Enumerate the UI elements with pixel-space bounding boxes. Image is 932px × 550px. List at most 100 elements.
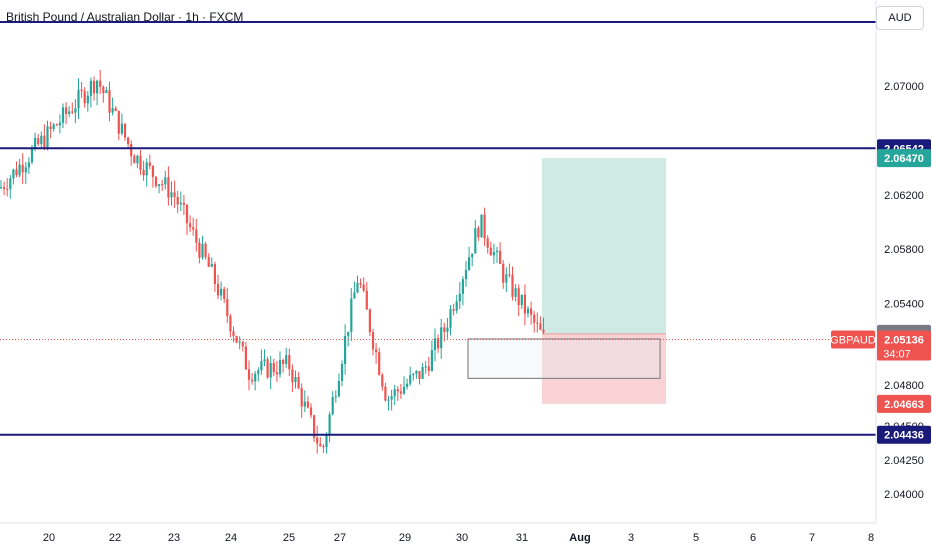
candle-body xyxy=(61,107,65,123)
time-tick-label: 5 xyxy=(693,532,699,544)
candle-body xyxy=(309,407,313,416)
candle-body xyxy=(331,397,334,415)
candle-body xyxy=(241,341,244,347)
candle-body xyxy=(37,138,40,145)
candle-body xyxy=(514,288,517,297)
candle-body xyxy=(492,252,495,256)
candle-body xyxy=(232,331,235,337)
candle-body xyxy=(83,91,86,104)
price-tags: 2.065422.064702.051772.046632.044362.051… xyxy=(830,139,931,444)
candle-body xyxy=(185,204,189,224)
candle-body xyxy=(6,188,9,190)
candle-body xyxy=(244,346,247,370)
lower-line-tag: 2.04436 xyxy=(884,430,924,442)
candle-body xyxy=(319,443,322,447)
currency-button[interactable]: AUD xyxy=(876,6,924,30)
time-tick-label: 25 xyxy=(283,532,295,544)
candle-body xyxy=(27,162,30,168)
candle-body xyxy=(530,308,533,315)
candle-body xyxy=(300,388,303,407)
candle-body xyxy=(145,162,148,176)
candle-body xyxy=(328,414,331,436)
time-tick-label: 29 xyxy=(399,532,411,544)
candle-body xyxy=(204,243,207,258)
price-axis-panel xyxy=(876,0,932,550)
stop-loss-zone[interactable] xyxy=(542,333,666,404)
candle-body xyxy=(415,370,418,374)
candle-body xyxy=(170,192,173,198)
candle-body xyxy=(278,360,282,375)
time-tick-label: 6 xyxy=(750,532,756,544)
candle-body xyxy=(471,253,474,258)
candle-body xyxy=(313,415,316,438)
candle-body xyxy=(263,359,266,362)
candle-body xyxy=(223,288,226,299)
candle-body xyxy=(40,135,43,145)
candle-body xyxy=(251,379,254,382)
candle-body xyxy=(43,135,46,148)
time-tick-label: 7 xyxy=(809,532,815,544)
candle-body xyxy=(68,111,71,114)
candle-body xyxy=(164,177,167,185)
candle-body xyxy=(120,123,123,134)
candle-body xyxy=(526,308,530,314)
price-tick-label: 2.05400 xyxy=(884,299,924,311)
candle-body xyxy=(275,372,278,375)
candle-body xyxy=(220,288,223,296)
candle-body xyxy=(46,126,49,148)
candle-body xyxy=(334,396,337,398)
rectangle-drawing[interactable] xyxy=(467,338,661,379)
candle-body xyxy=(368,309,371,333)
candle-body xyxy=(139,155,142,170)
candle-body xyxy=(269,363,272,378)
time-tick-label: 27 xyxy=(334,532,346,544)
candle-body xyxy=(412,373,415,376)
candle-body xyxy=(536,322,539,324)
time-tick-label: 24 xyxy=(225,532,237,544)
candle-body xyxy=(378,352,381,375)
time-tick-label: 23 xyxy=(168,532,180,544)
candle-body xyxy=(533,314,536,323)
candle-body xyxy=(167,177,170,198)
candle-body xyxy=(520,294,523,306)
candle-body xyxy=(495,250,499,253)
candle-body xyxy=(362,284,365,291)
candle-body xyxy=(505,274,508,283)
candle-body xyxy=(272,363,275,373)
candle-body xyxy=(21,164,24,173)
candle-body xyxy=(161,184,164,186)
candle-body xyxy=(285,355,288,364)
take-profit-tag: 2.06470 xyxy=(884,153,924,165)
take-profit-zone[interactable] xyxy=(542,158,666,334)
candle-body xyxy=(449,309,452,328)
candle-body xyxy=(18,164,21,176)
candle-body xyxy=(158,184,161,186)
symbol-title: British Pound / Australian Dollar · 1h ·… xyxy=(6,10,244,24)
time-tick-label: Aug xyxy=(569,532,590,544)
candle-body xyxy=(3,187,6,189)
candle-body xyxy=(458,293,461,302)
candle-body xyxy=(499,250,502,264)
candle-body xyxy=(86,95,89,104)
position-zones[interactable] xyxy=(467,158,666,404)
candle-body xyxy=(111,108,114,113)
stop-loss-tag: 2.04663 xyxy=(884,399,924,411)
candle-body xyxy=(350,298,353,332)
candle-body xyxy=(195,229,198,243)
candle-body xyxy=(437,338,440,349)
candle-body xyxy=(337,381,340,397)
candle-body xyxy=(424,366,427,368)
candle-body xyxy=(96,80,99,94)
last-price-tag-bg xyxy=(877,330,931,361)
candle-body xyxy=(483,214,486,239)
candle-body xyxy=(142,169,145,176)
horizontal-lines[interactable] xyxy=(0,21,876,436)
price-tick-label: 2.04250 xyxy=(884,455,924,467)
candle-body xyxy=(192,227,195,230)
candle-body xyxy=(130,144,133,157)
candle-body xyxy=(464,269,468,280)
candle-body xyxy=(151,165,154,177)
candle-body xyxy=(489,247,492,256)
candle-body xyxy=(154,176,158,186)
